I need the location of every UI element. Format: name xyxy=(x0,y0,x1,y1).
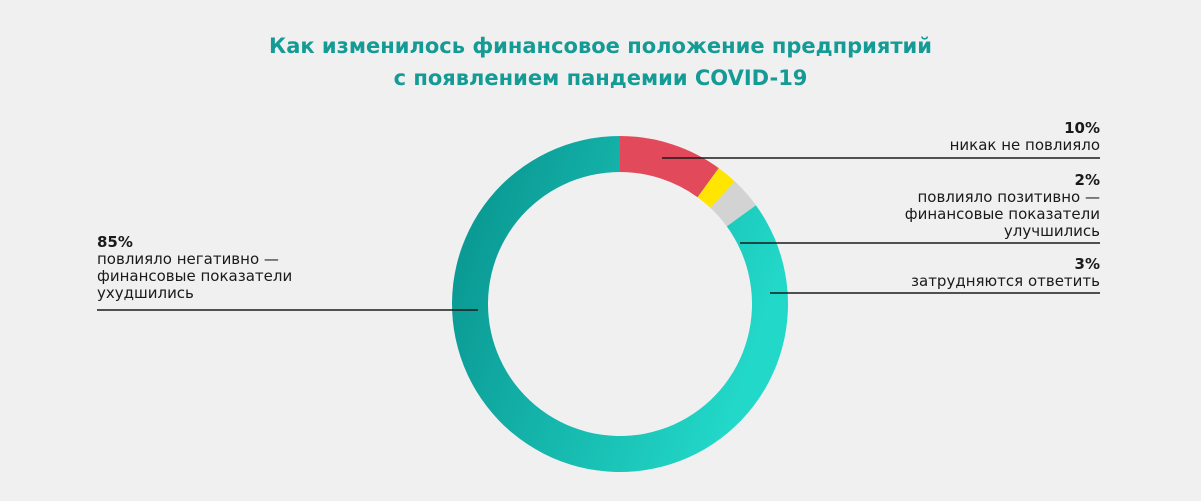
leader-lines xyxy=(97,157,1100,311)
chart-title-line-2: с появлением пандемии COVID-19 xyxy=(393,66,808,90)
slice-text-positive-3: улучшились xyxy=(1003,222,1100,240)
slice-percent-none: 10% xyxy=(1064,119,1100,137)
slice-text-negative-3: ухудшились xyxy=(97,284,194,302)
slice-positive xyxy=(697,168,736,208)
slice-text-positive-1: повлияло позитивно — xyxy=(917,188,1100,206)
slice-percent-negative: 85% xyxy=(97,233,133,251)
slice-label-none: 10% никак не повлияло xyxy=(950,120,1100,154)
donut-slices xyxy=(451,136,788,473)
chart-title: Как изменилось финансовое положение пред… xyxy=(0,30,1201,94)
slice-text-unsure-1: затрудняются ответить xyxy=(911,272,1100,290)
slice-unsure xyxy=(710,181,756,227)
slice-text-negative-1: повлияло негативно — xyxy=(97,250,279,268)
slice-label-positive: 2% повлияло позитивно — финансовые показат… xyxy=(905,172,1100,240)
slice-percent-unsure: 3% xyxy=(1074,255,1100,273)
slice-label-unsure: 3% затрудняются ответить xyxy=(911,256,1100,290)
slice-none xyxy=(620,136,719,198)
chart-title-line-1: Как изменилось финансовое положение пред… xyxy=(269,34,932,58)
slice-text-negative-2: финансовые показатели xyxy=(97,267,293,285)
slice-percent-positive: 2% xyxy=(1074,171,1100,189)
slice-text-positive-2: финансовые показатели xyxy=(904,205,1100,223)
slice-label-negative: 85% повлияло негативно — финансовые показа… xyxy=(97,234,292,302)
slice-text-none-1: никак не повлияло xyxy=(949,136,1100,154)
